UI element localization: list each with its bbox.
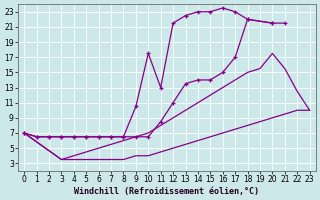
X-axis label: Windchill (Refroidissement éolien,°C): Windchill (Refroidissement éolien,°C) <box>74 187 260 196</box>
